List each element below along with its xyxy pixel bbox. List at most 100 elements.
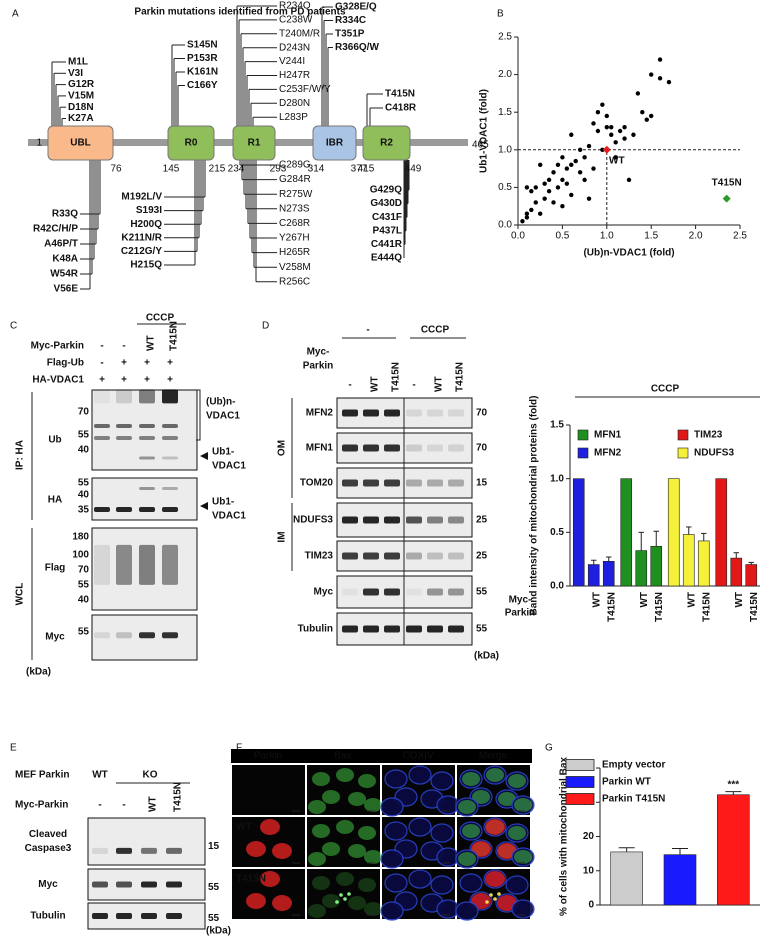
blot-band bbox=[94, 632, 110, 639]
data-point bbox=[582, 155, 587, 160]
blot-band bbox=[162, 544, 178, 585]
condition-label: HA-VDAC1 bbox=[32, 375, 84, 386]
blot-band bbox=[116, 632, 132, 639]
mutation-label: C268R bbox=[279, 218, 310, 229]
puncta bbox=[347, 892, 351, 896]
blot-band bbox=[94, 544, 110, 585]
blot-band bbox=[116, 389, 132, 404]
data-point bbox=[600, 147, 605, 152]
panel-label: A bbox=[12, 9, 19, 20]
lane-label: + bbox=[121, 358, 127, 369]
blot-band bbox=[162, 507, 178, 512]
blot-band bbox=[141, 913, 157, 919]
genotype-label: WT bbox=[92, 770, 108, 781]
legend-swatch bbox=[565, 776, 595, 788]
cell-signal bbox=[260, 871, 280, 887]
blot-band bbox=[116, 436, 132, 440]
legend-swatch bbox=[577, 447, 589, 459]
column-header: COXIV bbox=[402, 751, 433, 762]
cell-outline bbox=[380, 797, 404, 817]
point-annotation: WT bbox=[609, 155, 625, 166]
data-point bbox=[657, 57, 663, 62]
data-point bbox=[626, 177, 632, 183]
x-axis-title: Myc- bbox=[509, 595, 532, 606]
mutation-label: K161N bbox=[187, 67, 218, 78]
blot-band bbox=[139, 389, 155, 404]
mutation-label: S193I bbox=[136, 205, 162, 216]
cell-signal bbox=[358, 774, 376, 788]
diagram-title: Parkin mutations identified from PD pati… bbox=[134, 7, 346, 18]
data-point bbox=[631, 132, 636, 137]
mutation-label: D280N bbox=[279, 98, 310, 109]
cell-signal bbox=[458, 800, 476, 814]
size-marker: 35 bbox=[78, 505, 90, 516]
data-point bbox=[542, 181, 547, 186]
legend-label: MFN1 bbox=[594, 430, 622, 441]
data-point bbox=[560, 177, 565, 183]
blot bbox=[87, 817, 206, 866]
blot-band bbox=[384, 479, 400, 487]
y-tick-label: 1.5 bbox=[498, 107, 512, 118]
blot-band bbox=[166, 881, 182, 888]
arrowhead bbox=[200, 452, 208, 460]
data-point bbox=[529, 207, 534, 213]
cell-outline bbox=[430, 771, 454, 791]
mutation-label: V244I bbox=[279, 56, 305, 67]
cell-signal bbox=[246, 841, 266, 857]
blot-band bbox=[116, 913, 132, 919]
legend-label: Parkin WT bbox=[602, 777, 651, 788]
treatment-header: CCCP bbox=[146, 313, 175, 324]
x-tick-label: 2.0 bbox=[689, 231, 703, 242]
x-tick-label: 2.5 bbox=[733, 231, 747, 242]
mutation-label: R234Q bbox=[279, 1, 311, 12]
cell-signal bbox=[246, 893, 266, 909]
mutation-label: Y267H bbox=[279, 233, 310, 244]
blot-band bbox=[342, 588, 358, 596]
mutation-label: L283P bbox=[279, 112, 308, 123]
column-header: Parkin bbox=[254, 751, 282, 762]
cell-signal bbox=[308, 800, 326, 814]
legend-swatch bbox=[677, 429, 689, 441]
puncta bbox=[493, 897, 497, 901]
y-axis-label: Ub1-VDAC1 (fold) bbox=[479, 89, 490, 173]
blot-band bbox=[448, 409, 464, 417]
legend-swatch bbox=[565, 759, 595, 771]
group-label: WCL bbox=[15, 583, 26, 606]
cell-outline bbox=[380, 901, 404, 921]
cell-outline bbox=[408, 817, 432, 837]
blot-band bbox=[427, 409, 443, 417]
data-point bbox=[564, 181, 570, 186]
lane-label: - bbox=[122, 800, 125, 811]
cell-outline bbox=[459, 873, 483, 893]
cell-outline bbox=[384, 821, 408, 841]
blot-band bbox=[448, 479, 464, 487]
lane-label: - bbox=[100, 358, 103, 369]
blot-band bbox=[342, 552, 358, 560]
blot-band bbox=[427, 516, 443, 524]
row-label: HA bbox=[48, 495, 62, 506]
size-marker: 25 bbox=[476, 515, 488, 526]
bar bbox=[667, 478, 680, 587]
data-point bbox=[602, 145, 611, 154]
blot-band bbox=[92, 847, 108, 854]
mutation-label: V258M bbox=[279, 262, 311, 273]
blot-band bbox=[94, 436, 110, 440]
blot-band bbox=[406, 409, 422, 417]
header-strip bbox=[231, 749, 532, 763]
data-point bbox=[569, 132, 574, 137]
arrowhead bbox=[200, 502, 208, 510]
bracket bbox=[196, 389, 201, 441]
legend-swatch bbox=[565, 793, 595, 805]
group-label: IP: HA bbox=[15, 440, 26, 470]
blot-band bbox=[384, 552, 400, 560]
row-label: Myc bbox=[45, 632, 65, 643]
residue-number: 76 bbox=[110, 164, 122, 175]
size-marker: 70 bbox=[78, 565, 90, 576]
x-tick-label: 1.0 bbox=[600, 231, 614, 242]
cell-signal bbox=[272, 843, 292, 859]
condition-label: Flag-Ub bbox=[47, 358, 84, 369]
size-marker: 70 bbox=[78, 407, 90, 418]
blot-band bbox=[342, 444, 358, 452]
mutation-label: G284R bbox=[279, 174, 311, 185]
